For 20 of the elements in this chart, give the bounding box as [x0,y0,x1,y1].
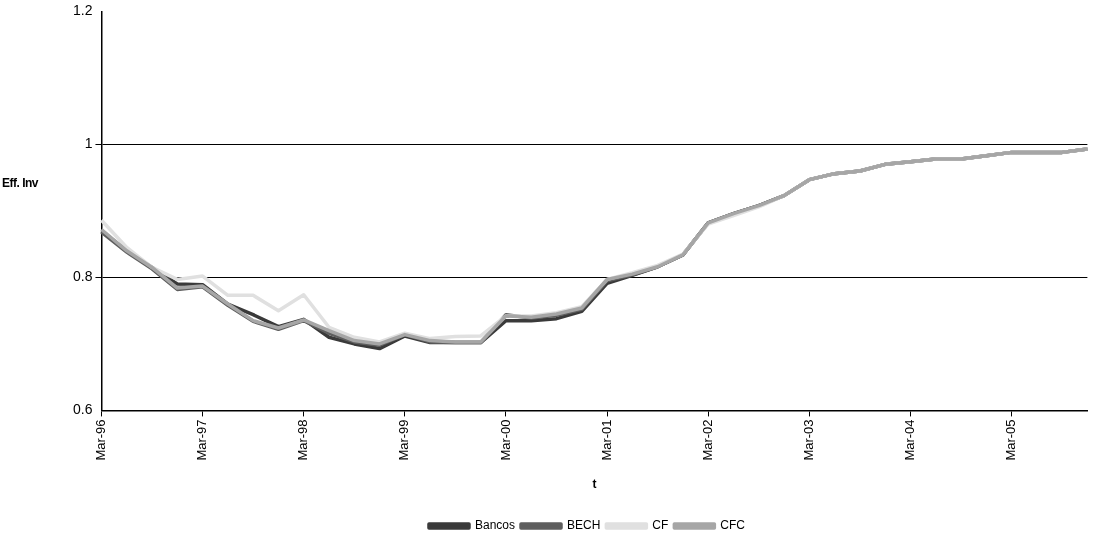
y-tick-label: 0.6 [72,401,93,418]
x-tick-label: Mar-97 [194,419,210,461]
x-tick-label: Mar-05 [1003,419,1019,461]
y-tick-label: 0.8 [72,268,93,285]
x-tick-label: Mar-00 [497,419,513,461]
legend-label: Bancos [474,518,516,533]
x-tick-label: Mar-96 [93,419,109,461]
x-tick-label: Mar-02 [699,419,715,461]
x-tick-label: Mar-99 [396,419,412,461]
legend-label: BECH [567,518,601,533]
x-tick-label: Mar-03 [800,419,816,461]
x-axis-title: t [592,477,597,492]
x-tick-label: Mar-04 [902,419,918,461]
x-tick-label: Mar-98 [295,419,311,461]
legend-label: CFC [720,518,746,533]
y-tick-label: 1.2 [72,2,93,19]
y-tick-label: 1 [84,135,93,152]
legend-label: CF [652,518,669,533]
y-axis-title: Eff. Inv [2,176,39,190]
x-tick-label: Mar-01 [598,419,614,461]
